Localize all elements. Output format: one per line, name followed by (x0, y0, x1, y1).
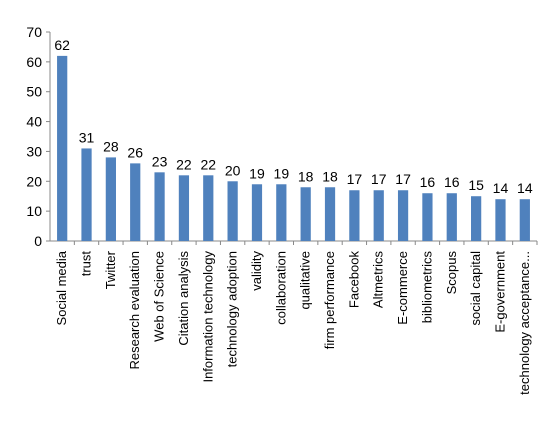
bar-value-label: 62 (54, 37, 70, 53)
bar (300, 187, 311, 241)
bar (81, 148, 92, 241)
bar-value-label: 28 (103, 138, 119, 154)
bar-value-label: 16 (420, 174, 436, 190)
bar-value-label: 18 (322, 168, 338, 184)
y-tick-label: 50 (26, 84, 42, 100)
category-label: Social media (54, 250, 69, 325)
bar-value-label: 18 (298, 168, 314, 184)
bar (227, 181, 238, 241)
y-tick-label: 20 (26, 173, 42, 189)
bar (349, 190, 360, 241)
category-label: bibliometrics (419, 251, 434, 324)
category-label: Information technology (200, 251, 215, 383)
bar (57, 55, 68, 242)
category-label: Facebook (346, 251, 361, 309)
bar (324, 187, 336, 241)
y-tick-label: 0 (34, 233, 42, 249)
bar (154, 172, 165, 241)
y-tick-label: 30 (26, 143, 42, 159)
category-label: Citation analysis (176, 251, 191, 346)
bar (130, 163, 141, 241)
bar-value-label: 19 (249, 165, 265, 181)
category-label: social capital (468, 251, 483, 326)
bar-value-label: 26 (127, 144, 143, 160)
bar-value-label: 14 (517, 180, 533, 196)
category-label: validity (249, 251, 264, 291)
bar (276, 184, 287, 241)
bar-value-label: 17 (347, 171, 363, 187)
bar (203, 175, 214, 241)
bar-value-label: 22 (176, 156, 192, 172)
y-tick-label: 60 (26, 54, 42, 70)
bar-value-label: 14 (493, 180, 509, 196)
category-label: firm performance (322, 251, 337, 349)
bar-value-label: 17 (395, 171, 411, 187)
category-label: E-government (492, 251, 507, 333)
bar-value-label: 16 (444, 174, 460, 190)
bar (105, 157, 116, 241)
category-label: Research evaluation (127, 251, 142, 370)
bar-value-label: 31 (79, 129, 95, 145)
category-label: Web of Science (152, 251, 167, 342)
category-label: collaboration (273, 251, 288, 325)
category-label: E-commerce (395, 251, 410, 325)
category-label: technology adoption (225, 251, 240, 367)
bar-value-label: 23 (152, 153, 168, 169)
y-tick-label: 10 (26, 203, 42, 219)
bar (397, 190, 409, 241)
category-label: Scopus (444, 251, 459, 295)
category-label: qualitative (298, 251, 313, 310)
bar (519, 199, 530, 241)
bar-value-label: 20 (225, 162, 241, 178)
y-tick-label: 40 (26, 114, 42, 130)
category-label: Altmetrics (371, 251, 386, 309)
bar (471, 196, 482, 241)
bar (178, 175, 190, 241)
category-label: Twitter (103, 250, 118, 289)
category-label: technology acceptance... (517, 251, 532, 395)
bar-value-label: 22 (200, 156, 216, 172)
bar (446, 193, 457, 241)
category-label: trust (79, 251, 94, 277)
bar-value-label: 17 (371, 171, 387, 187)
bar-value-label: 15 (468, 177, 484, 193)
bar (495, 199, 506, 241)
bar (373, 190, 384, 241)
bar (251, 184, 263, 241)
bar-value-label: 19 (274, 165, 290, 181)
bar (422, 193, 433, 241)
y-tick-label: 70 (26, 24, 42, 40)
